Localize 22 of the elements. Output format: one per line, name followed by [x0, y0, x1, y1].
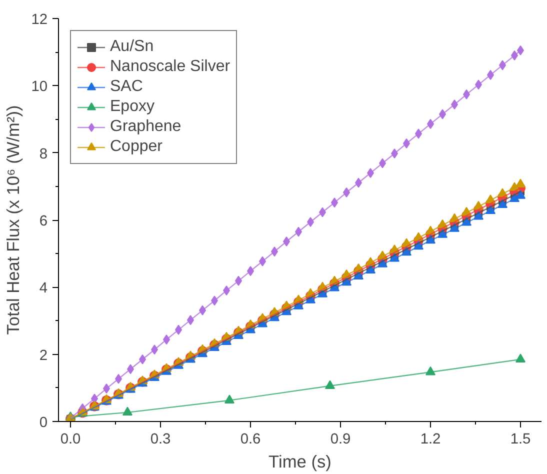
y-tick-label: 2: [39, 348, 48, 364]
x-tick-label: 1.2: [420, 432, 441, 448]
y-tick-label: 8: [39, 146, 48, 162]
point: [516, 354, 526, 362]
legend-label: Epoxy: [110, 98, 154, 116]
legend-label: Nanoscale Silver: [110, 58, 230, 76]
y-tick-label: 6: [39, 214, 48, 230]
y-axis-title: Total Heat Flux (x 10⁶ (W/m²)): [3, 105, 24, 335]
legend-label: Graphene: [110, 118, 182, 136]
legend-label: Au/Sn: [110, 38, 154, 56]
x-tick-label: 0.9: [330, 432, 351, 448]
x-tick-label: 0.6: [240, 432, 261, 448]
y-tick-label: 0: [39, 415, 48, 431]
y-tick-label: 10: [31, 79, 48, 96]
y-tick-label: 12: [31, 12, 48, 28]
legend-label: Copper: [110, 138, 162, 156]
x-tick-label: 0.3: [150, 432, 171, 448]
legend-label: SAC: [110, 78, 143, 96]
x-axis-title: Time (s): [268, 452, 332, 472]
y-tick-label: 4: [39, 280, 48, 297]
x-tick-label: 1.5: [510, 432, 531, 448]
x-tick-label: 0.0: [60, 432, 81, 448]
